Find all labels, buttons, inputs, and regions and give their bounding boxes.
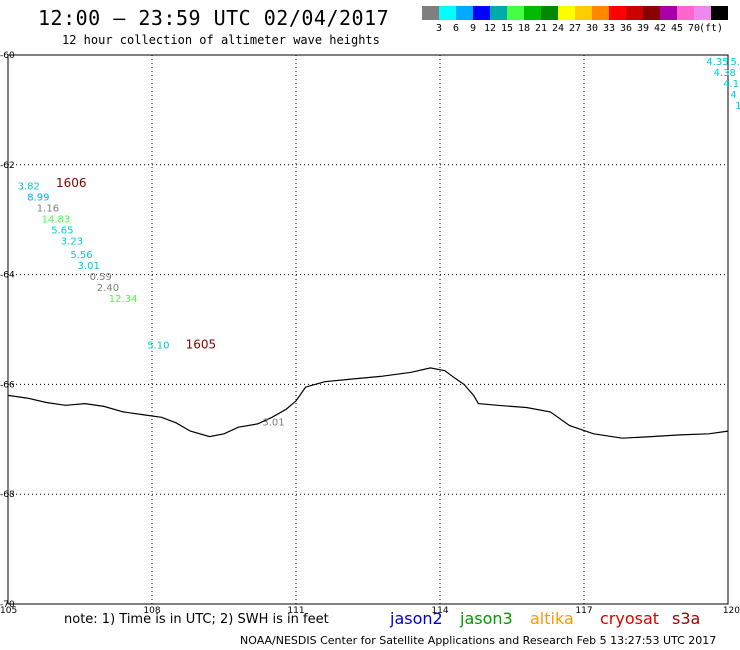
- legend-label: 27: [568, 23, 582, 34]
- latitude-tick-label: -62: [0, 161, 15, 171]
- legend-label: 12: [483, 23, 497, 34]
- satellite-name: cryosat: [600, 609, 660, 628]
- wave-height-label: 4.1: [723, 79, 739, 90]
- map-frame: [7, 54, 729, 605]
- satellite-name: jason2: [390, 609, 443, 628]
- color-legend: 3 6 9 12 15 18 21 24 27 30 33 36 39 42 45 70 (ft): [422, 6, 730, 36]
- wave-height-label: 4: [730, 90, 736, 101]
- satellite-name: altika: [530, 609, 574, 628]
- credit-line: NOAA/NESDIS Center for Satellite Applica…: [240, 634, 717, 647]
- units-note: note: 1) Time is in UTC; 2) SWH is in fe…: [64, 612, 329, 627]
- longitude-tick-label: 105: [0, 606, 17, 616]
- wave-height-label: 8.99: [27, 192, 49, 203]
- legend-label: 6: [452, 23, 460, 34]
- latitude-tick-label: -60: [0, 51, 15, 61]
- longitude-tick-label: 120: [723, 606, 740, 616]
- map-subtitle: 12 hour collection of altimeter wave hei…: [62, 33, 380, 47]
- legend-label: (ft): [698, 23, 724, 34]
- wave-height-label: 0.59: [90, 272, 112, 283]
- longitude-tick-label: 117: [575, 606, 592, 616]
- wave-height-label: 12.34: [109, 294, 138, 305]
- wave-height-label: 5.10: [147, 341, 169, 352]
- legend-label: 24: [551, 23, 565, 34]
- wave-height-label: 3.01: [78, 261, 100, 272]
- wave-height-label: 2.40: [97, 283, 119, 294]
- wave-height-label: 1.16: [37, 203, 59, 214]
- satellite-name: s3a: [672, 609, 701, 628]
- wave-height-label: 5.65: [51, 225, 73, 236]
- latitude-tick-label: -66: [0, 380, 15, 390]
- longitude-tick-label: 114: [431, 606, 448, 616]
- legend-label: 70: [687, 23, 701, 34]
- legend-label: 33: [602, 23, 616, 34]
- legend-label: 9: [469, 23, 477, 34]
- wave-height-label: 5.56: [70, 250, 92, 261]
- storm-id-label: 1605: [186, 338, 217, 352]
- wave-height-label: 1: [735, 101, 740, 112]
- legend-label: 45: [670, 23, 684, 34]
- latitude-tick-label: -64: [0, 271, 15, 281]
- antarctic-coastline: [7, 367, 729, 439]
- satellite-name: jason3: [460, 609, 513, 628]
- wave-height-label: 3.01: [262, 418, 284, 429]
- legend-label: 21: [534, 23, 548, 34]
- wave-height-label: 4.38: [714, 68, 736, 79]
- wave-height-label: 3.23: [61, 236, 83, 247]
- wave-height-label: 3.82: [18, 182, 40, 193]
- legend-label: 18: [517, 23, 531, 34]
- latitude-tick-label: -68: [0, 490, 15, 500]
- legend-label: 36: [619, 23, 633, 34]
- longitude-tick-label: 111: [287, 606, 304, 616]
- legend-label: 39: [636, 23, 650, 34]
- map-title: 12:00 – 23:59 UTC 02/04/2017: [38, 6, 390, 30]
- wave-height-label: 4.35: [706, 57, 728, 68]
- wave-height-label: 14.83: [42, 214, 71, 225]
- legend-label: 30: [585, 23, 599, 34]
- latitude-tick-label: -70: [0, 600, 15, 610]
- legend-label: 3: [435, 23, 443, 34]
- legend-swatch: [711, 6, 729, 20]
- legend-label: 42: [653, 23, 667, 34]
- legend-label: 15: [500, 23, 514, 34]
- longitude-tick-label: 108: [143, 606, 160, 616]
- storm-id-label: 1606: [56, 176, 87, 190]
- wave-height-label: 5.2: [730, 57, 740, 68]
